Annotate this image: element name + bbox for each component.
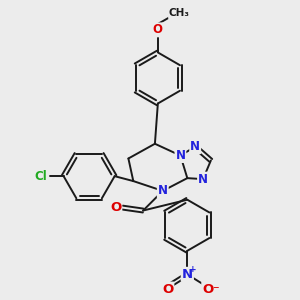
Text: N: N	[176, 149, 185, 162]
Text: O: O	[110, 201, 121, 214]
Text: O: O	[202, 283, 214, 296]
Text: O: O	[153, 23, 163, 36]
Text: Cl: Cl	[34, 170, 47, 183]
Text: N: N	[190, 140, 200, 153]
Text: O: O	[162, 283, 173, 296]
Text: +: +	[189, 265, 197, 274]
Text: ⁻: ⁻	[212, 285, 219, 298]
Text: CH₃: CH₃	[169, 8, 190, 18]
Text: N: N	[158, 184, 168, 197]
Text: N: N	[198, 172, 208, 186]
Text: N: N	[182, 268, 193, 281]
